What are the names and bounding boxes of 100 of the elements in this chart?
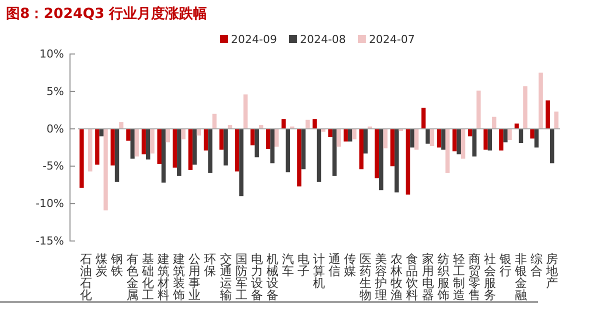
bar	[146, 128, 150, 160]
bar	[530, 128, 534, 139]
bar	[80, 128, 84, 188]
bar	[181, 128, 186, 140]
bar	[130, 128, 135, 159]
y-tick-label: 10%	[40, 48, 64, 61]
bar	[234, 128, 240, 172]
x-tick-label: 汽车	[282, 252, 294, 278]
bar	[436, 128, 442, 148]
x-tick-label: 煤炭	[95, 252, 108, 278]
bar	[452, 128, 457, 152]
bar	[499, 128, 504, 150]
bar	[468, 128, 472, 136]
legend-label: 2024-09	[231, 33, 277, 46]
bar	[441, 128, 446, 150]
bar	[336, 128, 341, 147]
bar	[266, 128, 270, 149]
x-tick-label: 电子	[297, 252, 310, 278]
bar	[460, 128, 466, 159]
bar	[426, 128, 430, 144]
x-tick-label: 家用电器	[422, 252, 434, 302]
bar	[554, 112, 558, 129]
bar	[518, 128, 524, 144]
legend-label: 2024-08	[300, 33, 346, 46]
bar	[503, 128, 508, 142]
bar	[492, 116, 496, 129]
bar	[126, 128, 130, 141]
bar	[374, 128, 380, 178]
bar	[270, 128, 275, 164]
bar	[88, 128, 92, 172]
bar	[523, 86, 528, 129]
x-tick-label: 银行	[498, 252, 512, 278]
bar	[104, 128, 108, 210]
bar	[254, 128, 259, 158]
bar	[301, 128, 306, 170]
x-tick-label: 房地产	[545, 252, 558, 290]
bar	[142, 128, 146, 154]
bar	[379, 128, 384, 190]
bar	[430, 128, 434, 146]
bar	[414, 128, 419, 150]
bar	[212, 114, 217, 129]
bar	[119, 122, 124, 129]
bar	[188, 128, 193, 170]
bar	[282, 119, 286, 129]
bar	[306, 120, 310, 129]
x-tick-label: 机械设备	[266, 252, 278, 302]
bar	[177, 128, 182, 176]
x-tick-label: 通信	[328, 252, 341, 278]
bar	[224, 128, 228, 166]
bar	[488, 128, 492, 150]
y-tick-label: 0%	[46, 122, 64, 136]
x-tick-label: 基础化工	[141, 252, 154, 302]
x-tick-label: 商贸零售	[468, 252, 480, 302]
bar	[344, 128, 348, 142]
x-tick-label: 环保	[204, 252, 216, 278]
bar	[166, 128, 170, 142]
x-tick-label: 国防军工	[235, 252, 248, 302]
bar	[312, 119, 317, 129]
bar	[110, 128, 115, 166]
bar	[250, 128, 255, 146]
bar	[150, 128, 154, 154]
bar	[363, 128, 368, 154]
chart-title: 图8：2024Q3 行业月度涨跌幅	[6, 5, 208, 22]
bar	[394, 128, 399, 192]
bar	[534, 128, 539, 148]
bar	[538, 72, 543, 129]
bar	[421, 108, 426, 129]
y-tick-label: -5%	[42, 160, 64, 173]
y-tick-label: 5%	[46, 84, 64, 98]
bar	[286, 128, 290, 172]
y-tick-label: -10%	[36, 197, 64, 210]
bar	[328, 128, 332, 138]
bar	[476, 90, 481, 129]
bar	[204, 128, 208, 150]
bar	[352, 128, 356, 140]
bar	[316, 128, 322, 182]
x-tick-label: 电力设备	[250, 252, 263, 302]
bar	[219, 128, 224, 150]
bar	[472, 128, 477, 156]
bar	[161, 128, 166, 183]
x-tick-label: 钢铁	[110, 252, 123, 278]
x-tick-label: 轻工制造	[452, 252, 465, 302]
x-tick-label: 综合	[530, 252, 543, 278]
legend-label: 2024-07	[368, 33, 415, 46]
bar	[508, 128, 512, 140]
bar	[410, 128, 414, 148]
x-tick-label: 计算机	[313, 252, 325, 290]
bar	[445, 128, 450, 173]
bar	[390, 128, 395, 166]
x-tick-label: 食品饮料	[405, 252, 418, 302]
x-tick-label: 传媒	[344, 252, 356, 278]
x-tick-label: 石油石化	[80, 252, 92, 302]
x-tick-label: 建筑装饰	[172, 252, 186, 302]
bar	[514, 124, 519, 129]
x-tick-label: 农林牧渔	[390, 252, 403, 302]
bar	[172, 128, 178, 168]
bar	[297, 128, 302, 186]
x-tick-label: 有色金属	[126, 252, 139, 302]
x-tick-label: 建筑材料	[156, 252, 170, 302]
bar	[550, 128, 554, 164]
